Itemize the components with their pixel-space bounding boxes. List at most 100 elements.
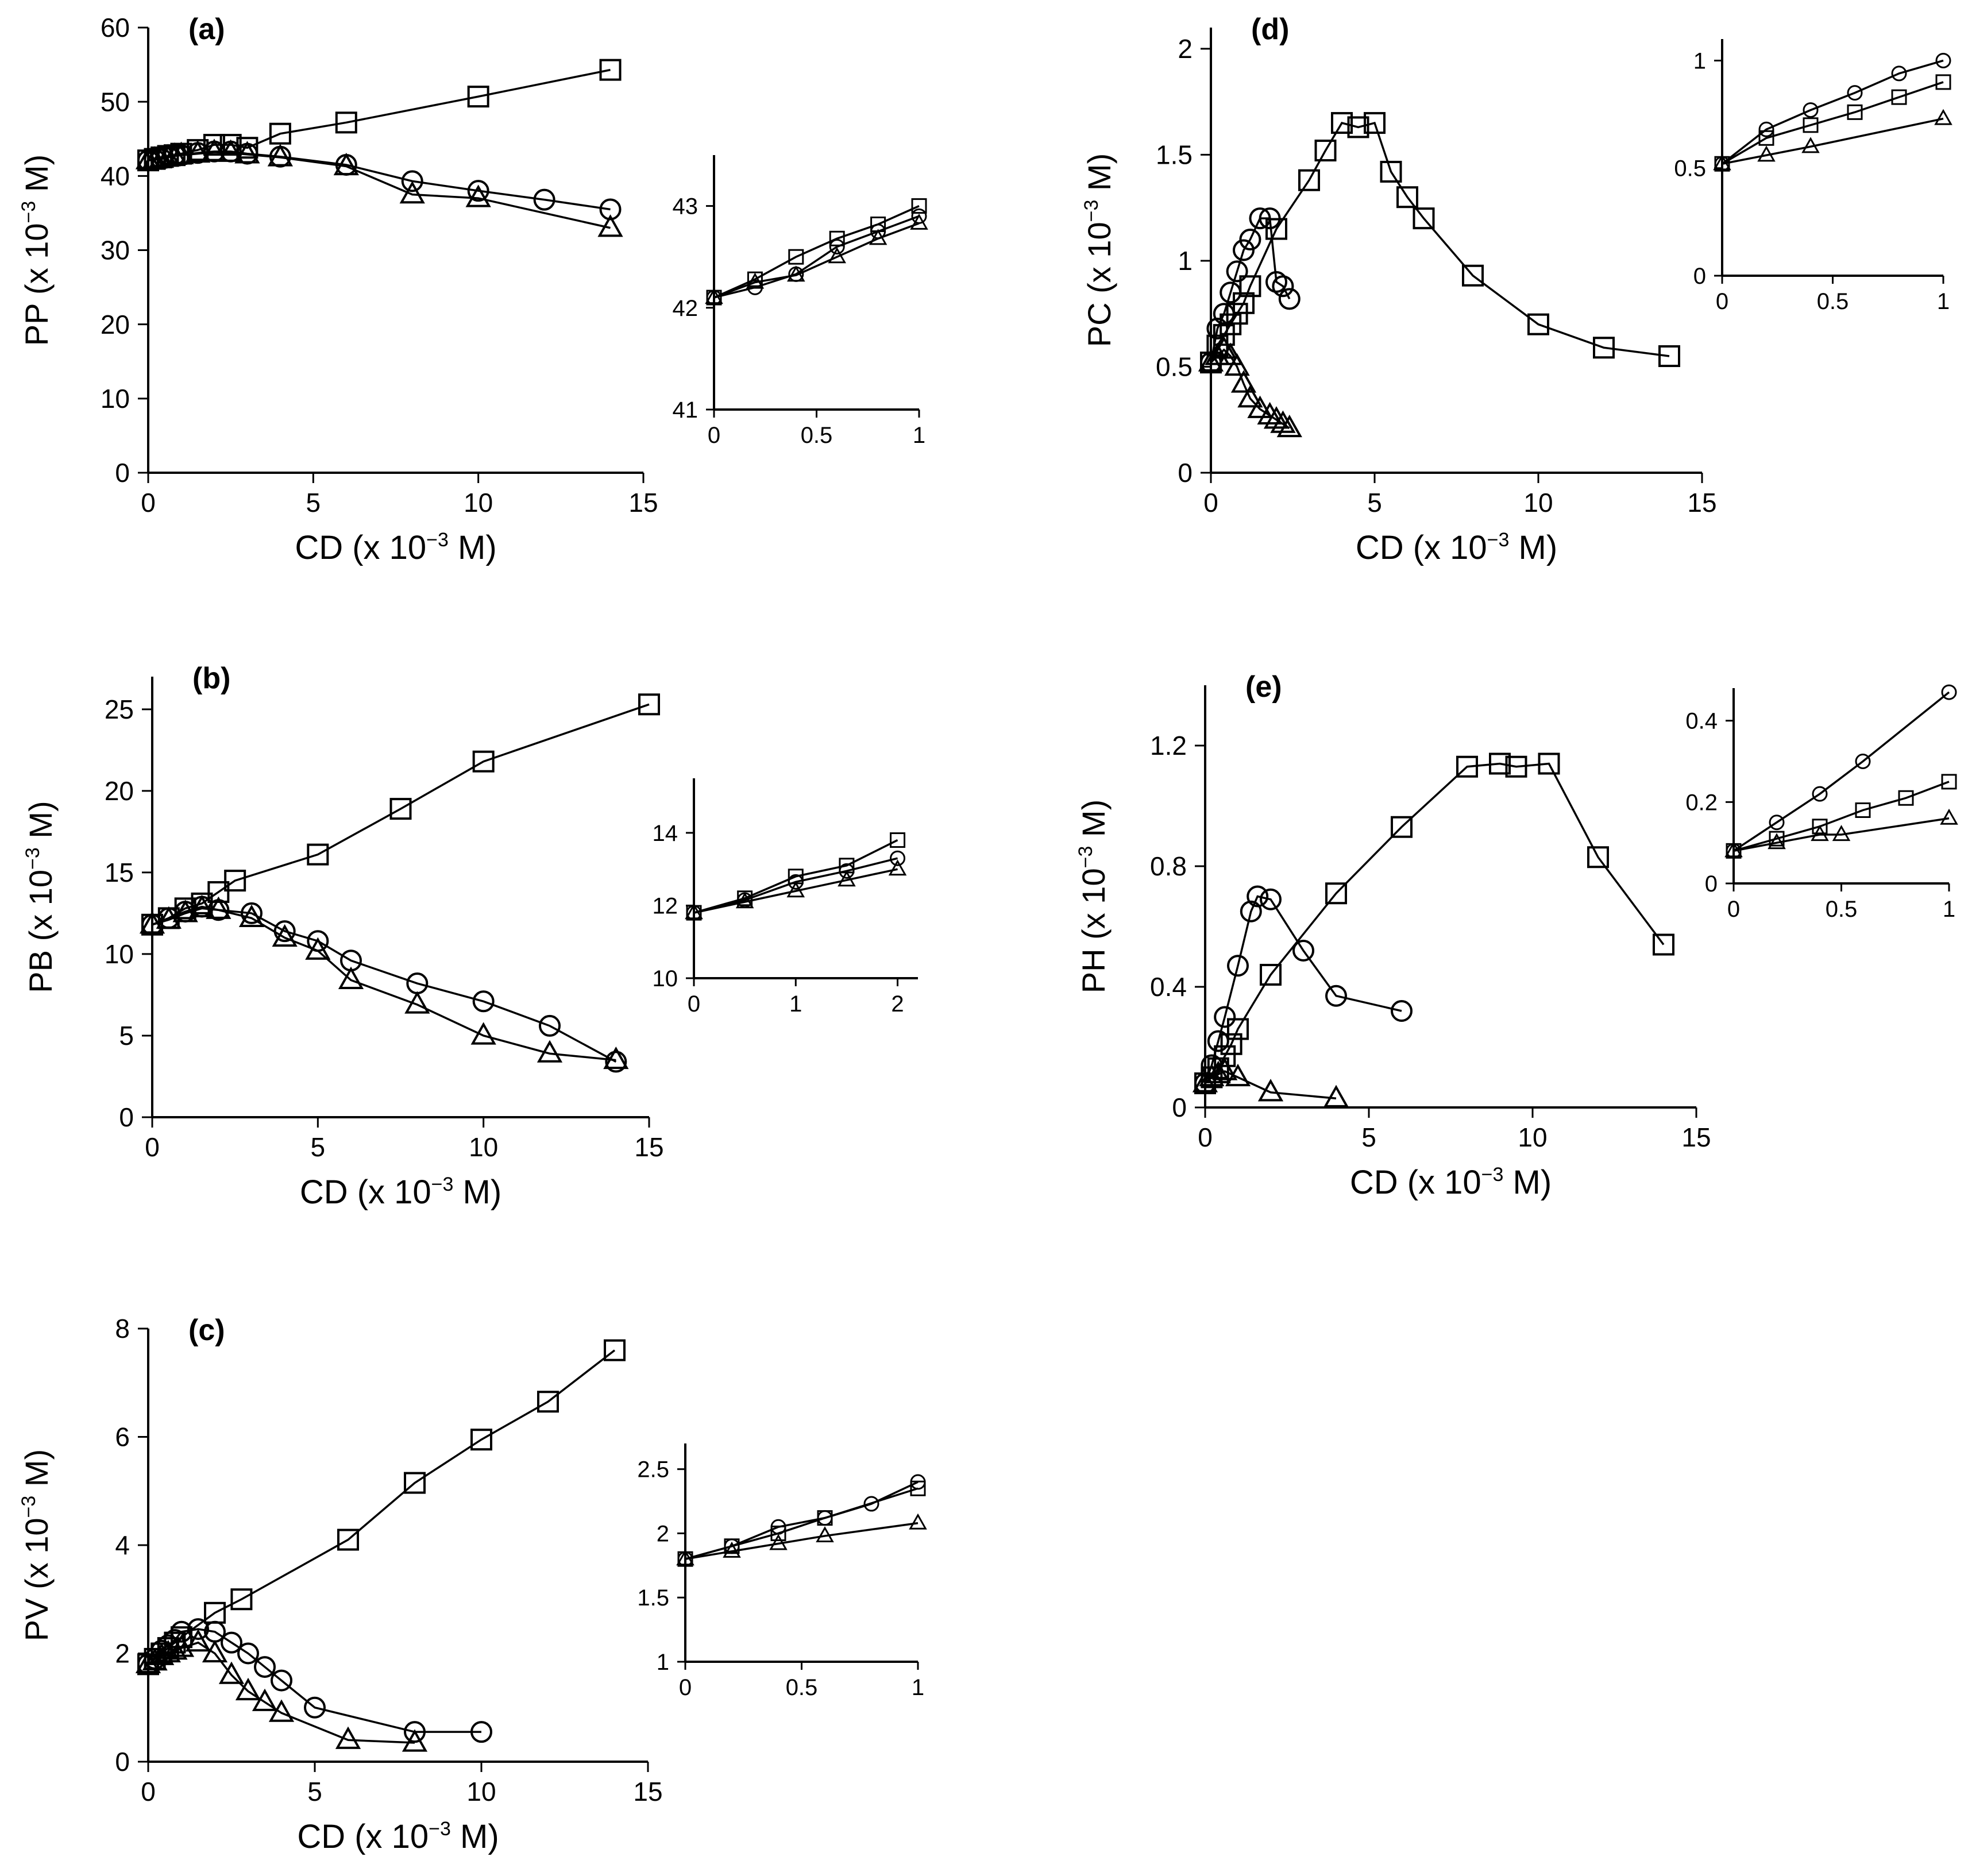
y-axis-label: PP (x 10−3 M)	[18, 155, 55, 346]
square-marker	[1658, 345, 1680, 368]
circle-series-line	[1204, 895, 1402, 1084]
triangle-marker	[272, 924, 298, 947]
triangle-marker	[156, 906, 182, 929]
x-tick-label: 5	[307, 1777, 322, 1806]
circle-marker	[304, 1696, 326, 1719]
circle-marker	[1812, 786, 1828, 802]
square-marker	[1505, 755, 1527, 778]
square-marker	[224, 870, 246, 892]
x-tick-label: 10	[466, 1777, 496, 1806]
y-tick-label: 20	[105, 776, 134, 806]
circle-marker	[1855, 754, 1871, 769]
y-tick-label: 6	[115, 1422, 130, 1452]
x-tick-label: 0	[679, 1675, 692, 1700]
circle-marker	[1265, 271, 1287, 293]
triangle-marker	[1713, 154, 1731, 171]
y-tick-label: 15	[105, 858, 134, 887]
y-tick-label: 0	[1693, 264, 1706, 289]
square-marker	[1812, 819, 1828, 835]
circle-marker	[1233, 239, 1255, 261]
y-tick-label: 0.4	[1150, 972, 1187, 1002]
circle-marker	[1278, 288, 1301, 310]
x-tick-label: 5	[1367, 488, 1382, 518]
triangle-marker	[787, 265, 805, 282]
d-inset-plot: 0 0.5 1 0 0.5 1	[1674, 39, 1952, 314]
x-tick-label: 15	[1687, 488, 1716, 518]
triangle-marker	[1205, 342, 1230, 365]
x-tick-label: 15	[633, 1777, 662, 1806]
triangle-marker	[828, 247, 846, 264]
x-tick-label: 10	[1523, 488, 1553, 518]
square-marker	[1364, 112, 1386, 134]
triangle-marker	[470, 1022, 496, 1045]
circle-marker	[237, 1642, 259, 1665]
triangle-marker	[234, 141, 260, 164]
y-tick-label: 2	[1178, 34, 1193, 64]
y-tick-label: 43	[673, 194, 699, 219]
x-tick-label: 5	[311, 1132, 326, 1162]
circle-marker	[817, 1510, 833, 1526]
y-tick-label: 25	[105, 694, 134, 724]
square-marker	[1260, 964, 1282, 986]
triangle-marker	[202, 1639, 228, 1663]
square-marker	[236, 137, 258, 159]
x-tick-label: 0	[141, 488, 156, 518]
square-marker	[337, 1528, 359, 1551]
circle-marker	[1935, 52, 1951, 68]
y-tick-label: 5	[119, 1021, 134, 1051]
y-tick-label: 0.2	[1685, 790, 1718, 815]
triangle-marker	[1323, 1084, 1349, 1107]
square-marker	[307, 843, 329, 866]
triangle-marker	[333, 152, 359, 176]
circle-marker	[1214, 1006, 1236, 1028]
y-tick-label: 30	[101, 236, 130, 265]
square-marker	[269, 122, 291, 145]
x-tick-label: 0	[1727, 897, 1740, 922]
triangle-marker	[238, 904, 265, 928]
square-marker	[1233, 292, 1255, 314]
triangle-marker	[769, 1534, 788, 1550]
circle-marker	[401, 170, 423, 192]
triangle-marker	[537, 1040, 563, 1063]
square-marker	[1265, 218, 1287, 240]
circle-marker	[171, 1620, 192, 1643]
square-marker	[1587, 846, 1609, 868]
circle-marker	[1249, 207, 1271, 230]
y-tick-label: 0	[115, 1747, 130, 1777]
square-marker	[1220, 1033, 1242, 1055]
a-main-plot: 0 5 10 15 0 10 20 30 40 50 60 (a) CD (x 10−3 M) PP (x…	[18, 13, 658, 566]
triangle-marker	[1224, 353, 1250, 376]
y-tick-label: 10	[653, 966, 678, 991]
triangle-marker	[838, 870, 856, 887]
y-tick-label: 0.5	[1674, 156, 1706, 182]
x-tick-label: 10	[1518, 1122, 1547, 1152]
square-marker	[1847, 104, 1863, 120]
square-marker	[1538, 752, 1560, 775]
y-tick-label: 42	[673, 296, 699, 321]
triangle-marker	[168, 1634, 195, 1657]
triangle-marker	[305, 937, 331, 960]
circle-marker	[839, 863, 855, 879]
y-tick-label: 1	[1178, 246, 1193, 276]
y-tick-label: 0.5	[1156, 352, 1193, 382]
circle-marker	[1758, 121, 1774, 137]
square-marker	[1935, 74, 1951, 90]
x-tick-label: 0	[141, 1777, 156, 1806]
square-marker	[207, 881, 230, 903]
triangle-marker	[338, 966, 364, 989]
circle-marker	[539, 1014, 561, 1037]
y-tick-label: 2.5	[637, 1457, 669, 1483]
square-marker	[911, 198, 927, 214]
square-marker	[1891, 89, 1907, 105]
triangle-marker	[1257, 1079, 1284, 1102]
circle-series-line	[693, 857, 898, 914]
triangle-marker	[1230, 370, 1257, 393]
triangle-series-line	[152, 907, 616, 1061]
circle-marker	[472, 990, 495, 1013]
panel-label: (c)	[188, 1314, 225, 1347]
triangle-marker	[746, 272, 765, 289]
x-tick-label: 2	[891, 991, 904, 1017]
square-series-line	[147, 1349, 616, 1665]
